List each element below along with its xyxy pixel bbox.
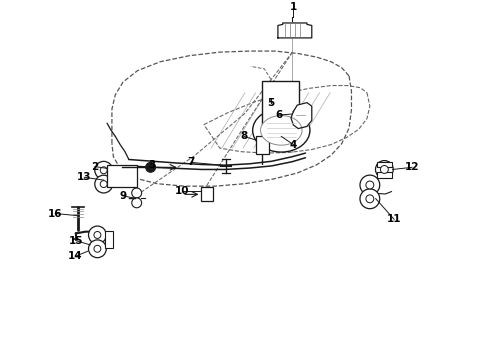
Ellipse shape <box>253 109 310 152</box>
Circle shape <box>95 161 113 179</box>
Text: 14: 14 <box>68 251 83 261</box>
Text: 6: 6 <box>275 110 283 120</box>
Text: 16: 16 <box>48 208 63 219</box>
Text: 1: 1 <box>290 2 297 12</box>
Bar <box>365 182 375 203</box>
Circle shape <box>132 188 142 198</box>
Text: 2: 2 <box>91 162 98 172</box>
Bar <box>377 162 392 167</box>
Bar <box>93 233 102 252</box>
Text: 15: 15 <box>69 235 83 246</box>
Ellipse shape <box>261 116 302 145</box>
Circle shape <box>146 162 155 172</box>
Text: 13: 13 <box>77 172 92 182</box>
Circle shape <box>375 161 393 178</box>
Circle shape <box>366 181 374 189</box>
Circle shape <box>132 198 142 208</box>
Circle shape <box>94 231 101 238</box>
Circle shape <box>89 240 106 258</box>
Bar <box>201 187 213 201</box>
Polygon shape <box>291 103 312 129</box>
Text: 4: 4 <box>290 140 297 149</box>
Polygon shape <box>278 23 312 38</box>
Text: 5: 5 <box>268 98 275 108</box>
Bar <box>105 231 113 248</box>
Circle shape <box>380 166 389 174</box>
Bar <box>377 172 392 177</box>
Circle shape <box>100 167 107 174</box>
Text: 10: 10 <box>175 186 189 196</box>
Text: 7: 7 <box>187 157 195 167</box>
Text: 3: 3 <box>148 160 156 170</box>
Text: 9: 9 <box>120 191 126 201</box>
Text: 8: 8 <box>241 131 247 141</box>
Circle shape <box>95 175 113 193</box>
Bar <box>262 81 299 132</box>
Circle shape <box>94 245 101 252</box>
Circle shape <box>100 181 107 188</box>
Circle shape <box>360 189 380 209</box>
Bar <box>99 168 108 187</box>
Bar <box>256 136 270 154</box>
Text: 12: 12 <box>405 162 419 172</box>
Circle shape <box>360 175 380 195</box>
Text: 11: 11 <box>387 214 401 224</box>
Bar <box>107 165 137 186</box>
Circle shape <box>89 226 106 244</box>
Circle shape <box>366 195 374 203</box>
